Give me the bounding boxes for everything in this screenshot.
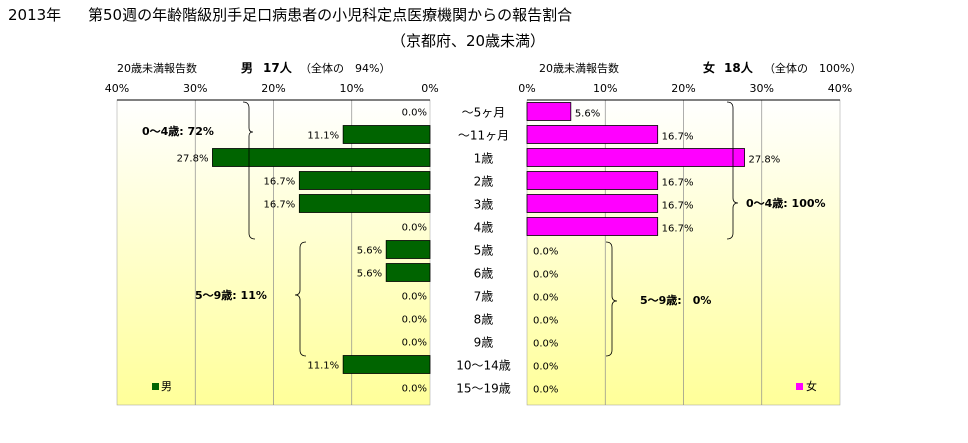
legend-male-label: 男 (161, 380, 172, 393)
right-subtitle-label: 20歳未満報告数 (539, 62, 619, 75)
chart-year: 2013年 (8, 6, 61, 24)
right-brace-5-9 (605, 241, 618, 357)
left-axis-tick-label: 20% (261, 82, 285, 95)
male-bar (385, 240, 431, 259)
male-bar (298, 194, 431, 213)
category-label: 〜11ヶ月 (458, 129, 509, 143)
category-label: 2歳 (474, 175, 494, 189)
male-value-label: 5.6% (357, 269, 382, 280)
female-bar (526, 102, 572, 121)
left-brace-5-9 (294, 241, 307, 357)
male-value-label: 16.7% (264, 177, 296, 188)
male-value-label: 0.0% (402, 384, 427, 395)
female-value-label: 27.8% (749, 155, 781, 166)
left-note-0-4: 0〜4歳: 72% (142, 124, 214, 138)
category-label: 1歳 (474, 152, 494, 166)
right-subtitle-count: 18人 (724, 60, 754, 75)
chart-title: 第50週の年齢階級別手足口病患者の小児科定点医療機関からの報告割合 (88, 6, 572, 24)
right-axis-tick-label: 20% (671, 82, 695, 95)
female-bar (526, 171, 659, 190)
category-label: 8歳 (474, 313, 494, 327)
category-label: 3歳 (474, 198, 494, 212)
male-value-label: 0.0% (402, 315, 427, 326)
category-label: 〜5ヶ月 (462, 106, 506, 120)
right-axis-tick-label: 10% (593, 82, 617, 95)
female-value-label: 16.7% (662, 201, 694, 212)
female-value-label: 0.0% (533, 293, 558, 304)
right-axis-tick-label: 30% (750, 82, 774, 95)
left-subtitle-sex: 男 (241, 61, 253, 75)
left-axis-tick-label: 0% (421, 82, 438, 95)
chart-subtitle: （京都府、20歳未満） (391, 32, 545, 50)
male-value-label: 16.7% (264, 200, 296, 211)
legend-female-label: 女 (806, 379, 817, 393)
legend-male-swatch (152, 383, 159, 390)
left-note-5-9: 5〜9歳: 11% (195, 288, 267, 302)
legend-female-swatch (796, 383, 803, 390)
female-value-label: 16.7% (662, 132, 694, 143)
male-value-label: 0.0% (402, 108, 427, 119)
category-label: 6歳 (474, 267, 494, 281)
male-value-label: 0.0% (402, 292, 427, 303)
category-label: 5歳 (474, 244, 494, 258)
right-note-5-9: 5〜9歳: 0% (640, 293, 711, 307)
female-value-label: 0.0% (533, 362, 558, 373)
male-value-label: 5.6% (357, 246, 382, 257)
category-label: 7歳 (474, 290, 494, 304)
left-subtitle-share: （全体の 94%） (300, 61, 390, 75)
left-axis-tick-label: 30% (183, 82, 207, 95)
male-bar (342, 355, 431, 374)
male-bar (298, 171, 431, 190)
female-value-label: 16.7% (662, 224, 694, 235)
right-axis-tick-label: 40% (828, 82, 852, 95)
female-bar (526, 217, 659, 236)
male-value-label: 0.0% (402, 338, 427, 349)
male-bar (342, 125, 431, 144)
female-value-label: 0.0% (533, 339, 558, 350)
left-subtitle-label: 20歳未満報告数 (117, 62, 197, 75)
male-value-label: 11.1% (307, 361, 339, 372)
right-note-0-4: 0〜4歳: 100% (746, 196, 826, 210)
female-bar (526, 148, 745, 167)
category-label: 9歳 (474, 336, 494, 350)
left-subtitle-count: 17人 (263, 60, 293, 75)
left-brace-0-4 (242, 101, 256, 240)
right-subtitle-share: （全体の 100%） (764, 61, 861, 75)
female-value-label: 16.7% (662, 178, 694, 189)
female-value-label: 0.0% (533, 385, 558, 396)
category-label: 4歳 (474, 221, 494, 235)
female-value-label: 0.0% (533, 316, 558, 327)
female-value-label: 0.0% (533, 270, 558, 281)
male-value-label: 11.1% (307, 131, 339, 142)
category-label: 15〜19歳 (456, 382, 511, 396)
female-bar (526, 194, 659, 213)
male-bar (385, 263, 431, 282)
right-subtitle-sex: 女 (703, 60, 715, 75)
right-axis-tick-label: 0% (518, 82, 535, 95)
male-value-label: 0.0% (402, 223, 427, 234)
right-brace-0-4 (726, 101, 739, 240)
female-value-label: 0.0% (533, 247, 558, 258)
left-axis-tick-label: 10% (340, 82, 364, 95)
male-value-label: 27.8% (177, 154, 209, 165)
female-bar (526, 125, 659, 144)
left-axis-tick-label: 40% (105, 82, 129, 95)
female-value-label: 5.6% (575, 109, 600, 120)
category-label: 10〜14歳 (456, 359, 511, 373)
male-bar (212, 148, 431, 167)
